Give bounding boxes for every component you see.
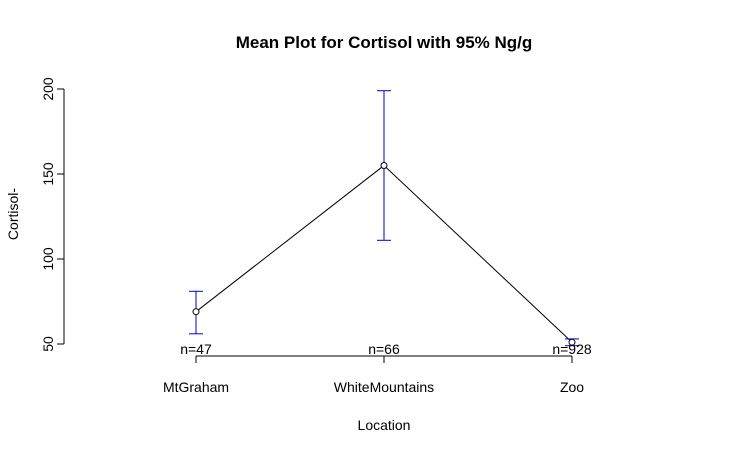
mean-point (568, 338, 576, 346)
chart-title: Mean Plot for Cortisol with 95% Ng/g (236, 33, 533, 52)
y-axis: 50 100 150 200 (40, 77, 65, 352)
x-axis-label: Location (358, 417, 411, 433)
y-axis-label: Cortisol- (5, 188, 21, 240)
mean-point (380, 162, 388, 169)
count-label: n=47 (180, 341, 212, 357)
count-label: n=66 (368, 341, 400, 357)
mean-point (192, 308, 200, 316)
x-tick-label: WhiteMountains (334, 379, 434, 395)
x-tick-label: MtGraham (163, 379, 229, 395)
x-tick-label: Zoo (560, 379, 584, 395)
x-axis: MtGraham WhiteMountains Zoo (163, 355, 584, 395)
count-label: n=928 (552, 341, 592, 357)
plot-area: n=47 n=66 n=928 (180, 90, 592, 357)
y-tick-label: 150 (40, 162, 56, 186)
y-tick-label: 50 (40, 336, 56, 352)
y-tick-label: 100 (40, 247, 56, 271)
y-tick-label: 200 (40, 77, 56, 101)
